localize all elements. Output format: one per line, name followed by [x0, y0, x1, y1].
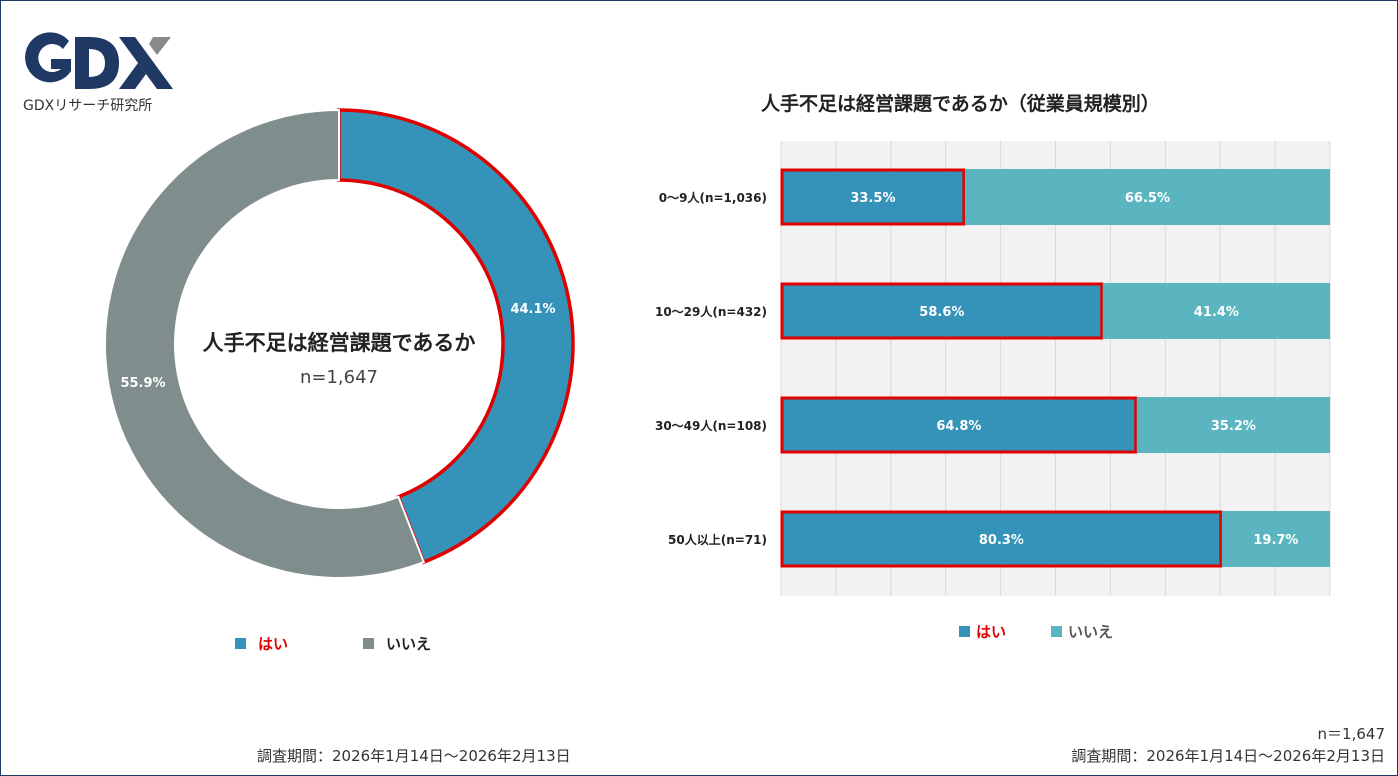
bar-yes [781, 169, 965, 225]
logo-subtitle: GDXリサーチ研究所 [23, 98, 153, 114]
donut-value-label: 55.9% [120, 376, 165, 391]
bar-value-label: 19.7% [1253, 533, 1298, 548]
bar-chart-title: 人手不足は経営課題であるか（従業員規模別） [761, 93, 1160, 115]
bar-no [1102, 283, 1330, 339]
bar-survey-period: 調査期間：2026年1月14日～2026年2月13日 [1071, 747, 1385, 765]
donut-center-n: n=1,647 [299, 367, 379, 388]
bar-value-label: 41.4% [1194, 305, 1239, 320]
bar-yes [781, 511, 1222, 567]
donut-highlight-outline [337, 108, 575, 565]
legend-label-no: いいえ [1068, 623, 1114, 641]
legend-swatch-icon [235, 638, 246, 649]
category-label: 10～29人(n=432) [655, 304, 767, 319]
bar-sample-size: n＝1,647 [1317, 725, 1385, 743]
legend-swatch-icon [363, 638, 374, 649]
bar-value-label: 66.5% [1125, 191, 1170, 206]
legend-swatch-icon [1051, 626, 1062, 637]
donut-survey-period: 調査期間：2026年1月14日～2026年2月13日 [257, 747, 571, 765]
donut-legend-yes: はい [235, 633, 288, 654]
bar-legend-yes: はい [959, 621, 1006, 642]
bar-yes [781, 397, 1137, 453]
donut-center-title: 人手不足は経営課題であるか [202, 331, 476, 355]
donut-slice-no [104, 108, 426, 579]
legend-label-no: いいえ [386, 635, 432, 653]
category-label: 0～9人(n=1,036) [659, 190, 767, 205]
legend-swatch-icon [959, 626, 970, 637]
category-label: 50人以上(n=71) [668, 532, 767, 547]
bar-value-label: 64.8% [936, 419, 981, 434]
bar-value-label: 35.2% [1211, 419, 1256, 434]
category-label: 30～49人(n=108) [655, 418, 767, 433]
bar-value-label: 80.3% [979, 533, 1024, 548]
bar-highlight-outline [780, 168, 966, 226]
legend-label-yes: はい [258, 635, 289, 653]
donut-chart: 44.1% 55.9% [104, 108, 575, 579]
bar-highlight-outline [780, 282, 1104, 340]
donut-value-label: 44.1% [510, 302, 555, 317]
bar-value-label: 58.6% [919, 305, 964, 320]
bar-highlight-outline [780, 396, 1138, 454]
donut-legend-no: いいえ [363, 633, 431, 654]
bar-yes [781, 283, 1103, 339]
gdx-logo-mark [25, 32, 173, 89]
bar-no [964, 169, 1330, 225]
legend-label-yes: はい [976, 623, 1007, 641]
bar-no [1136, 397, 1330, 453]
bar-highlight-outline [780, 510, 1223, 568]
stacked-bar-chart: 0～9人(n=1,036) 33.5% 66.5% 10～29人(n=432) 58.6… [655, 141, 1331, 596]
bar-value-label: 33.5% [850, 191, 895, 206]
bar-no [1221, 511, 1330, 567]
gdx-logo: GDXリサーチ研究所 [23, 31, 183, 121]
bar-legend-no: いいえ [1051, 621, 1113, 642]
